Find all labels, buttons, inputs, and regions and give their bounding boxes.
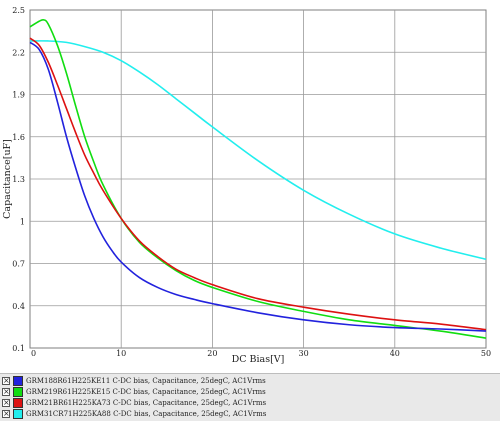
close-icon[interactable]: ×: [2, 376, 10, 385]
close-icon[interactable]: ×: [2, 387, 10, 396]
y-tick-label: 1.6: [12, 133, 25, 142]
y-tick-label: 0.1: [12, 344, 25, 353]
series-line: [29, 40, 487, 261]
series-group: [29, 18, 487, 339]
close-icon[interactable]: ×: [2, 398, 10, 407]
close-icon[interactable]: ×: [2, 409, 10, 418]
legend-swatch: [13, 409, 23, 419]
y-tick-label: 0.4: [12, 302, 25, 311]
legend-label: GRM219R61H225KE15 C-DC bias, Capacitance…: [26, 388, 266, 396]
grid: [30, 10, 486, 348]
capacitance-chart: 0 10 20 30 40 50 0.1 0.4 0.7 1 1.3 1.6 1.9 2.2 2.5 DC…: [2, 6, 491, 365]
legend-item: × GRM219R61H225KE15 C-DC bias, Capacitan…: [0, 387, 500, 398]
x-tick-label: 40: [390, 349, 400, 358]
x-tick-label: 0: [31, 349, 36, 358]
x-axis-label: DC Bias[V]: [232, 354, 285, 365]
legend-label: GRM188R61H225KE11 C-DC bias, Capacitance…: [26, 377, 266, 385]
x-tick-labels: 0 10 20 30 40 50: [31, 349, 491, 358]
series-line: [29, 37, 487, 331]
x-tick-label: 30: [299, 349, 309, 358]
y-axis-label: Capacitance[uF]: [2, 139, 13, 219]
legend-swatch: [13, 387, 23, 397]
x-tick-label: 50: [481, 349, 491, 358]
legend-label: GRM21BR61H225KA73 C-DC bias, Capacitance…: [26, 399, 267, 407]
x-tick-label: 10: [116, 349, 126, 358]
legend-item: × GRM188R61H225KE11 C-DC bias, Capacitan…: [0, 376, 500, 387]
legend-swatch: [13, 398, 23, 408]
legend-item: × GRM31CR71H225KA88 C-DC bias, Capacitan…: [0, 409, 500, 420]
y-tick-label: 0.7: [12, 260, 25, 269]
legend: × GRM188R61H225KE11 C-DC bias, Capacitan…: [0, 373, 500, 421]
x-tick-label: 20: [207, 349, 217, 358]
y-tick-label: 1.3: [12, 175, 25, 184]
legend-label: GRM31CR71H225KA88 C-DC bias, Capacitance…: [26, 410, 267, 418]
y-tick-label: 1: [20, 217, 25, 226]
legend-swatch: [13, 376, 23, 386]
y-tick-labels: 0.1 0.4 0.7 1 1.3 1.6 1.9 2.2 2.5: [12, 6, 25, 353]
legend-item: × GRM21BR61H225KA73 C-DC bias, Capacitan…: [0, 398, 500, 409]
series-line: [29, 41, 487, 332]
y-tick-label: 2.5: [12, 6, 25, 15]
y-tick-label: 2.2: [12, 48, 25, 57]
y-tick-label: 1.9: [12, 91, 25, 100]
